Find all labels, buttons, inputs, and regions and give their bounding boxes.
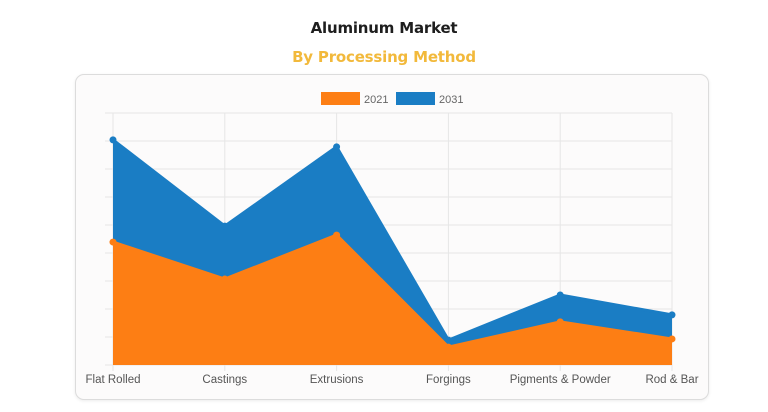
data-point[interactable] <box>333 231 341 239</box>
x-axis-label: Rod & Bar <box>645 374 698 386</box>
x-axis-label: Forgings <box>426 374 471 386</box>
data-point[interactable] <box>109 238 117 246</box>
legend: 2021 2031 <box>321 92 463 106</box>
data-point[interactable] <box>444 336 452 344</box>
area-line-2021 <box>112 233 673 349</box>
chart-subtitle: By Processing Method <box>292 48 476 66</box>
data-point[interactable] <box>221 275 229 283</box>
x-axis-label: Extrusions <box>310 374 364 386</box>
area-series <box>109 136 676 365</box>
area-fill-2021 <box>113 235 672 365</box>
x-axis-label: Castings <box>202 374 247 386</box>
legend-item-2031[interactable]: 2031 <box>396 92 463 106</box>
legend-label: 2021 <box>364 94 388 106</box>
chart-title: Aluminum Market <box>310 19 458 37</box>
data-point[interactable] <box>556 318 564 326</box>
data-point[interactable] <box>109 136 117 144</box>
series-2021 <box>109 231 676 365</box>
x-axis-labels: Flat Rolled Castings Extrusions Forgings Pig… <box>86 374 699 386</box>
data-point[interactable] <box>221 222 229 230</box>
legend-label: 2031 <box>439 94 463 106</box>
data-point[interactable] <box>444 343 452 351</box>
data-point[interactable] <box>668 335 676 343</box>
legend-swatch <box>321 92 360 105</box>
legend-swatch <box>396 92 435 105</box>
data-point[interactable] <box>668 311 676 319</box>
data-point[interactable] <box>333 143 341 151</box>
legend-item-2021[interactable]: 2021 <box>321 92 388 106</box>
x-axis-label: Pigments & Powder <box>510 374 611 386</box>
x-axis-label: Flat Rolled <box>86 374 141 386</box>
area-line-2031 <box>112 138 673 342</box>
data-point[interactable] <box>556 291 564 299</box>
